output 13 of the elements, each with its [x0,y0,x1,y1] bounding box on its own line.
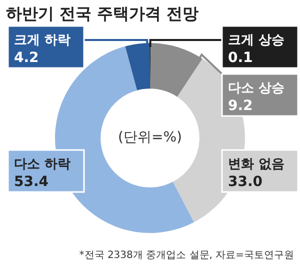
slice-label: 크게 하락 [14,33,71,48]
data-label: 33.0 [228,174,263,190]
data-label: 4.2 [14,50,39,66]
slice-label: 크게 상승 [228,33,285,48]
data-label: 9.2 [228,98,253,114]
slice-label: 다소 상승 [228,81,285,96]
chart-title: 하반기 전국 주택가격 전망 [6,4,199,25]
slice-label: 변화 없음 [228,157,285,172]
text: *전국 2338개 중개업소 설문, 자료=국토연구원 [79,250,294,261]
data-label: 0.1 [228,50,253,66]
data-label: 53.4 [14,174,49,190]
slice-label: 다소 하락 [14,157,71,172]
text: (단위=%) [118,130,182,146]
